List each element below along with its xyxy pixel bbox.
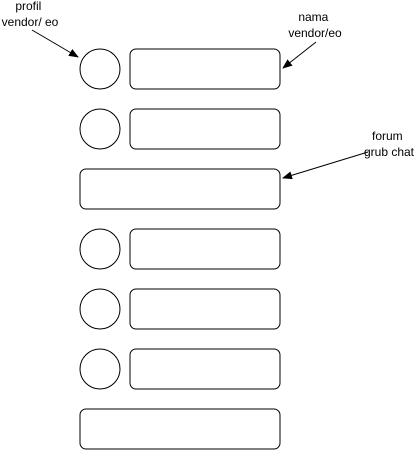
- vendor-name-box[interactable]: [129, 48, 281, 90]
- nama-arrow: [282, 41, 317, 69]
- profile-circle[interactable]: [79, 348, 121, 390]
- vendor-name-box[interactable]: [129, 228, 281, 270]
- profile-circle[interactable]: [79, 228, 121, 270]
- profil-arrow: [31, 29, 79, 58]
- forum-chat-box[interactable]: [79, 408, 281, 450]
- vendor-name-box[interactable]: [129, 348, 281, 390]
- forum-label: forum grub chat: [364, 129, 415, 159]
- vendor-name-box[interactable]: [129, 108, 281, 150]
- forum-arrow: [282, 151, 369, 180]
- profile-circle[interactable]: [79, 288, 121, 330]
- forum-chat-box[interactable]: [79, 168, 281, 210]
- profile-circle[interactable]: [79, 48, 121, 90]
- vendor-name-box[interactable]: [129, 288, 281, 330]
- profile-circle[interactable]: [79, 108, 121, 150]
- nama-label: nama vendor/eo: [288, 10, 342, 40]
- profil-label: profil vendor/ eo: [2, 0, 59, 29]
